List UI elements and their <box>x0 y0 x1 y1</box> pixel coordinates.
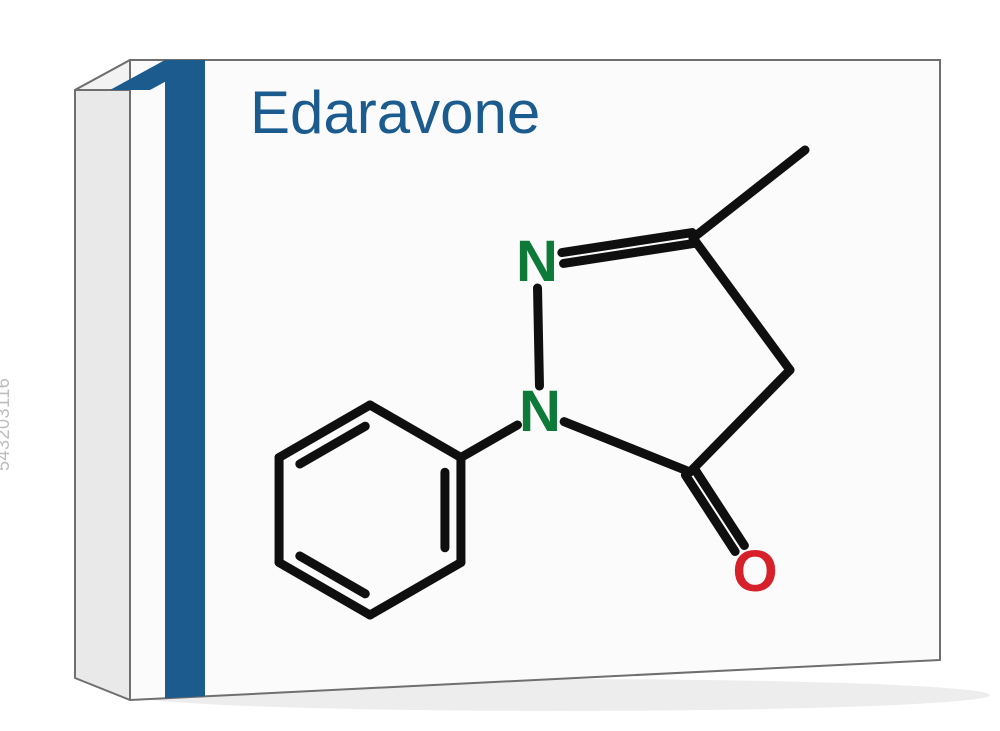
stage: Edaravone N N O 543203116 <box>0 0 1000 731</box>
compound-title: Edaravone <box>250 78 540 147</box>
atom-nitrogen-2: N <box>516 233 558 291</box>
atom-oxygen: O <box>732 543 777 601</box>
atom-nitrogen-1: N <box>519 383 561 441</box>
stock-id-watermark: 543203116 <box>0 378 14 471</box>
